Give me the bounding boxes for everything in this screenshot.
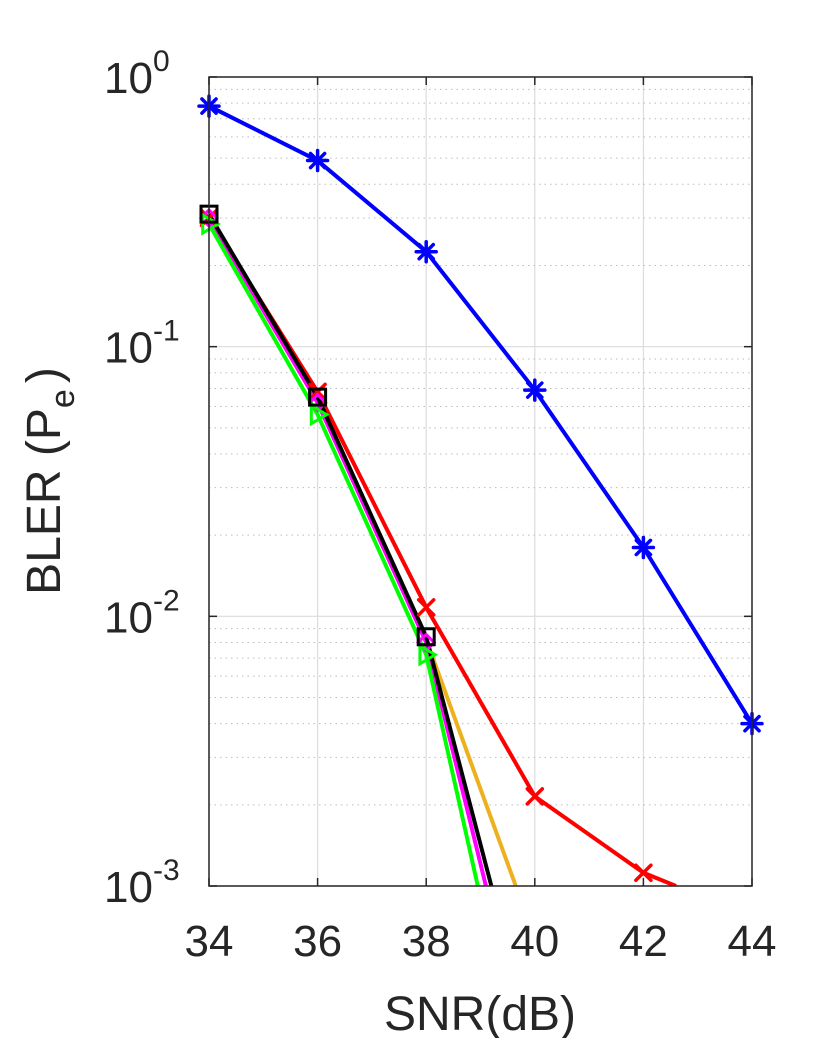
data-point bbox=[418, 643, 439, 667]
y-tick-base: 10 bbox=[104, 593, 153, 642]
y-tick-base: 10 bbox=[104, 863, 153, 912]
x-tick-label: 44 bbox=[728, 917, 777, 966]
series-line-5 bbox=[209, 223, 480, 886]
data-point bbox=[523, 378, 547, 402]
data-point bbox=[305, 148, 330, 173]
y-tick-label: 10-2 bbox=[104, 584, 180, 642]
data-point-stroke bbox=[417, 242, 436, 261]
y-axis-label: BLER (Pe) bbox=[18, 367, 82, 595]
y-axis-label-main: BLER (P bbox=[18, 408, 71, 595]
data-point-stroke bbox=[634, 863, 653, 882]
x-tick-label: 36 bbox=[293, 917, 342, 966]
data-point bbox=[414, 239, 438, 264]
x-ticks: 34 36 38 40 42 44 bbox=[185, 77, 777, 966]
data-point-stroke bbox=[634, 538, 653, 557]
x-axis-label: SNR(dB) bbox=[384, 988, 576, 1038]
series-line-6 bbox=[209, 213, 494, 886]
y-tick-base: 10 bbox=[104, 54, 153, 103]
series-line-4 bbox=[209, 216, 488, 886]
data-point-stroke bbox=[308, 151, 327, 170]
y-axis-label-close: ) bbox=[18, 367, 71, 383]
data-point bbox=[416, 598, 436, 617]
data-point bbox=[631, 535, 656, 560]
data-point bbox=[308, 382, 327, 402]
data-point-stroke bbox=[308, 382, 327, 402]
data-point bbox=[525, 787, 545, 806]
y-tick-exponent: -2 bbox=[153, 584, 180, 617]
series-line-1 bbox=[209, 104, 752, 725]
y-tick-exponent: -1 bbox=[153, 315, 180, 348]
y-tick-label: 10-1 bbox=[104, 315, 180, 373]
data-point bbox=[201, 212, 221, 236]
y-tick-exponent: 0 bbox=[153, 45, 170, 78]
x-tick-label: 40 bbox=[510, 917, 559, 966]
series-layer bbox=[209, 104, 752, 886]
data-point bbox=[416, 627, 436, 647]
plot-area bbox=[209, 77, 752, 886]
data-point bbox=[634, 863, 653, 882]
y-tick-base: 10 bbox=[104, 324, 153, 373]
data-point-stroke bbox=[416, 598, 436, 617]
x-tick-label: 38 bbox=[402, 917, 451, 966]
plot-frame bbox=[208, 76, 753, 887]
x-tick-label: 34 bbox=[185, 917, 234, 966]
y-tick-label: 100 bbox=[104, 45, 170, 103]
data-point bbox=[309, 402, 330, 427]
data-point bbox=[308, 387, 328, 407]
y-tick-exponent: -3 bbox=[153, 854, 180, 887]
y-axis-label-subscript: e bbox=[44, 389, 82, 408]
x-tick-label: 42 bbox=[619, 917, 668, 966]
data-point-stroke bbox=[525, 787, 545, 806]
data-point-stroke bbox=[525, 381, 544, 399]
y-tick-label: 10-3 bbox=[104, 854, 180, 912]
